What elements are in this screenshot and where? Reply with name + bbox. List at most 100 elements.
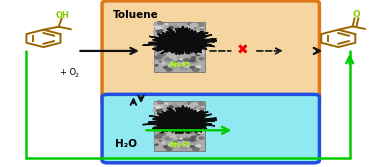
Circle shape (178, 60, 186, 64)
Circle shape (158, 132, 165, 136)
Circle shape (183, 116, 186, 117)
Circle shape (197, 66, 201, 67)
Circle shape (159, 140, 161, 141)
Circle shape (155, 23, 163, 27)
Circle shape (158, 102, 162, 103)
Text: OH: OH (56, 11, 69, 20)
Circle shape (165, 137, 172, 140)
Circle shape (171, 65, 174, 66)
Polygon shape (143, 26, 217, 55)
Circle shape (155, 41, 161, 44)
Text: 2: 2 (74, 73, 78, 78)
Circle shape (186, 33, 189, 35)
Circle shape (196, 133, 200, 135)
Circle shape (158, 26, 163, 28)
Circle shape (170, 39, 176, 42)
Circle shape (191, 38, 197, 41)
Circle shape (200, 108, 203, 110)
Circle shape (180, 50, 182, 51)
Circle shape (176, 112, 179, 113)
Circle shape (195, 118, 201, 121)
Circle shape (186, 122, 188, 123)
Circle shape (171, 119, 176, 121)
Circle shape (167, 133, 173, 136)
Circle shape (195, 39, 201, 42)
Circle shape (186, 142, 188, 143)
Circle shape (180, 129, 182, 130)
Circle shape (158, 30, 162, 31)
Circle shape (155, 56, 162, 59)
Circle shape (164, 67, 167, 68)
Circle shape (154, 125, 158, 127)
Circle shape (195, 40, 199, 42)
Text: Rh-PI: Rh-PI (169, 142, 190, 148)
Circle shape (169, 34, 174, 36)
Circle shape (175, 26, 177, 28)
Circle shape (178, 140, 186, 143)
Circle shape (185, 66, 188, 68)
Circle shape (154, 102, 161, 105)
Circle shape (155, 135, 162, 138)
Circle shape (184, 65, 186, 67)
Circle shape (156, 44, 161, 46)
Circle shape (197, 127, 199, 128)
Circle shape (165, 57, 172, 61)
Circle shape (183, 22, 186, 24)
Circle shape (165, 146, 169, 147)
Circle shape (158, 109, 162, 111)
Circle shape (155, 27, 161, 29)
Circle shape (166, 148, 172, 150)
Circle shape (156, 123, 161, 126)
Circle shape (174, 141, 177, 143)
Circle shape (184, 59, 190, 61)
Circle shape (181, 147, 187, 149)
Circle shape (177, 59, 183, 61)
Circle shape (168, 123, 171, 125)
Circle shape (153, 141, 159, 144)
Circle shape (197, 39, 200, 41)
Circle shape (171, 40, 176, 42)
Circle shape (172, 112, 175, 114)
Circle shape (192, 27, 196, 28)
Circle shape (181, 46, 185, 48)
Circle shape (166, 38, 170, 40)
Circle shape (187, 105, 194, 108)
Circle shape (181, 147, 186, 150)
Circle shape (194, 34, 200, 36)
Circle shape (155, 120, 161, 123)
Circle shape (171, 56, 178, 59)
Circle shape (197, 23, 204, 26)
Circle shape (153, 62, 159, 64)
Circle shape (170, 135, 176, 138)
Circle shape (170, 55, 176, 58)
Circle shape (197, 145, 201, 147)
Circle shape (197, 103, 204, 106)
Circle shape (178, 36, 183, 38)
Text: + O: + O (60, 68, 76, 77)
Circle shape (200, 29, 203, 31)
Circle shape (153, 41, 161, 44)
Circle shape (172, 32, 175, 34)
Circle shape (167, 133, 174, 136)
Circle shape (159, 125, 167, 128)
Circle shape (197, 31, 203, 33)
Circle shape (198, 115, 203, 118)
Circle shape (170, 24, 177, 26)
Circle shape (192, 68, 199, 71)
Circle shape (155, 65, 158, 66)
Circle shape (193, 132, 196, 133)
Circle shape (198, 26, 203, 29)
Circle shape (191, 103, 198, 106)
Circle shape (191, 118, 197, 120)
Circle shape (192, 32, 195, 33)
Circle shape (168, 45, 173, 47)
Circle shape (172, 118, 177, 120)
Circle shape (156, 122, 163, 125)
Circle shape (194, 105, 199, 107)
Circle shape (158, 118, 164, 120)
Circle shape (198, 34, 204, 36)
Circle shape (192, 106, 196, 108)
Circle shape (200, 52, 203, 54)
Circle shape (166, 117, 170, 119)
Circle shape (174, 62, 177, 63)
